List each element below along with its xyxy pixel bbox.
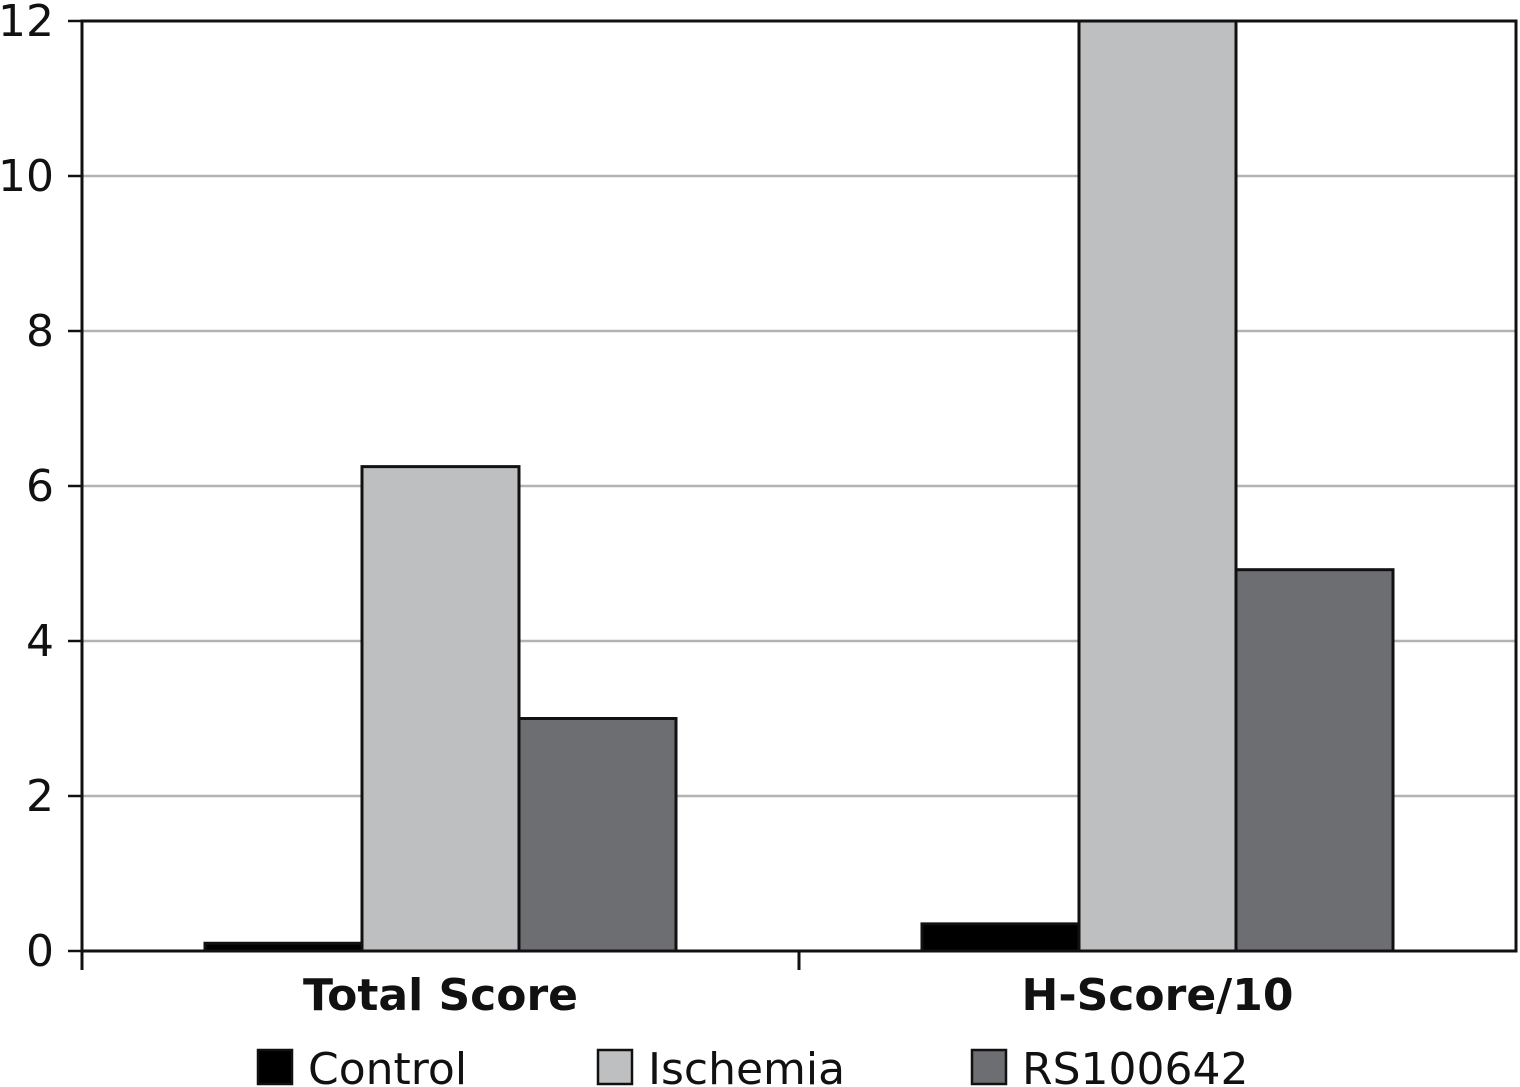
- bar-ischemia-0: [360, 465, 521, 953]
- y-tick-label: 4: [26, 616, 54, 667]
- bar-ischemia-1: [1077, 19, 1238, 953]
- y-tick-label: 6: [26, 461, 54, 512]
- y-tick-label: 10: [0, 151, 54, 202]
- bar-control-1: [920, 922, 1081, 953]
- legend-label-rs100642: RS100642: [1022, 1044, 1248, 1087]
- legend-swatch-control: [256, 1048, 294, 1086]
- bars: [203, 19, 1395, 953]
- legend-swatch-rs100642: [970, 1048, 1008, 1086]
- y-tick-label: 0: [26, 926, 54, 977]
- y-tick-label: 8: [26, 306, 54, 357]
- y-tick-label: 2: [26, 771, 54, 822]
- legend-label-control: Control: [308, 1044, 467, 1087]
- x-category-label: H-Score/10: [1022, 970, 1294, 1021]
- legend-label-ischemia: Ischemia: [648, 1044, 845, 1087]
- x-axis-categories: Total Score H-Score/10: [303, 970, 1294, 1021]
- legend-swatch-ischemia: [596, 1048, 634, 1086]
- bar-rs100642-0: [517, 717, 678, 953]
- bar-rs100642-1: [1234, 568, 1395, 953]
- y-tick-label: 12: [0, 0, 54, 47]
- legend: Control Ischemia RS100642: [256, 1044, 1248, 1087]
- x-category-label: Total Score: [303, 970, 578, 1021]
- y-axis-ticks: 0 2 4 6 8 10 12: [0, 0, 82, 977]
